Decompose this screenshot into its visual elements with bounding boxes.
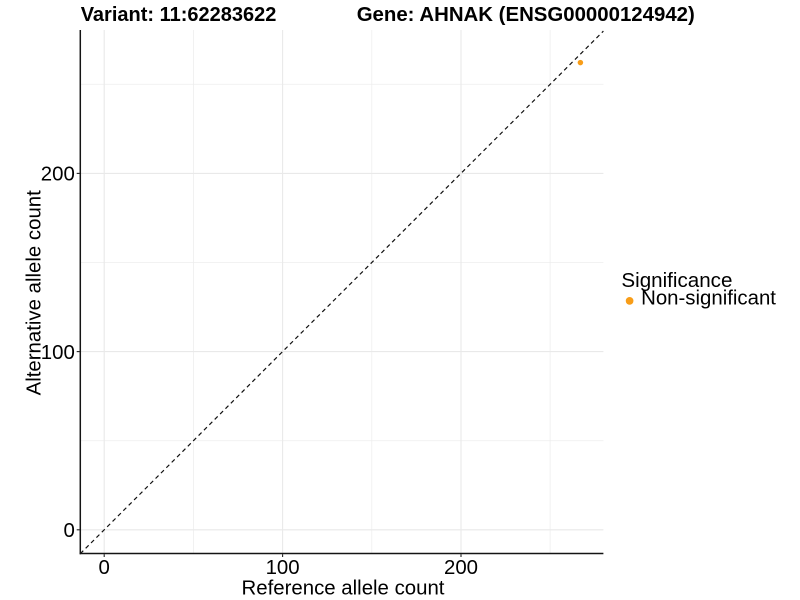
svg-text:100: 100	[266, 557, 300, 579]
svg-text:Gene: AHNAK (ENSG00000124942): Gene: AHNAK (ENSG00000124942)	[357, 4, 695, 26]
svg-text:Non-significant: Non-significant	[641, 288, 776, 310]
svg-text:Variant: 11:62283622: Variant: 11:62283622	[81, 4, 277, 26]
svg-text:Alternative allele count: Alternative allele count	[24, 190, 46, 395]
svg-text:0: 0	[63, 520, 74, 542]
svg-text:Reference allele count: Reference allele count	[242, 577, 445, 599]
svg-text:100: 100	[41, 342, 75, 364]
svg-text:Significance: Significance	[621, 269, 732, 292]
svg-text:200: 200	[444, 557, 478, 579]
svg-text:0: 0	[99, 557, 110, 579]
svg-text:200: 200	[41, 164, 75, 186]
